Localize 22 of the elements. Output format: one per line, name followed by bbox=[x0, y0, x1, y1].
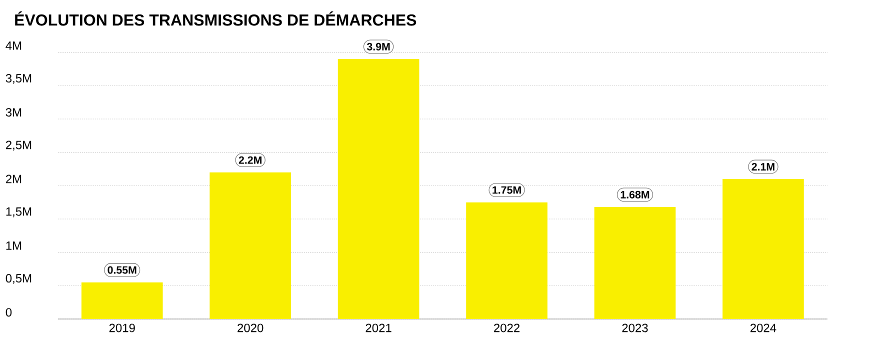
y-tick-label: 1M bbox=[6, 242, 22, 250]
data-label: 1.75M bbox=[492, 186, 521, 194]
y-tick-label: 1,5M bbox=[6, 207, 32, 218]
x-tick-label: 2019 bbox=[109, 324, 135, 332]
y-tick-label: 2,5M bbox=[6, 140, 32, 151]
y-tick-label: 3M bbox=[6, 108, 22, 117]
y-tick-label: 0,5M bbox=[6, 274, 32, 284]
x-tick-label: 2022 bbox=[494, 324, 520, 332]
x-tick-label: 2020 bbox=[238, 324, 264, 332]
data-label: 2.2M bbox=[238, 156, 262, 164]
y-tick-label: 0 bbox=[6, 308, 12, 317]
chart-title: ÉVOLUTION DES TRANSMISSIONS DE DÉMARCHES bbox=[15, 11, 416, 26]
y-tick-label: 2M bbox=[6, 174, 22, 184]
data-label: 0.55M bbox=[108, 266, 136, 274]
x-tick-label: 2021 bbox=[366, 324, 392, 332]
data-label: 3.9M bbox=[366, 42, 390, 50]
x-tick-label: 2023 bbox=[622, 324, 648, 332]
x-tick-label: 2024 bbox=[750, 324, 776, 332]
data-label: 2.1M bbox=[752, 163, 774, 170]
y-tick-label: 3,5M bbox=[6, 74, 32, 84]
y-tick-label: 4M bbox=[6, 42, 22, 50]
data-label: 1.68M bbox=[620, 190, 650, 198]
